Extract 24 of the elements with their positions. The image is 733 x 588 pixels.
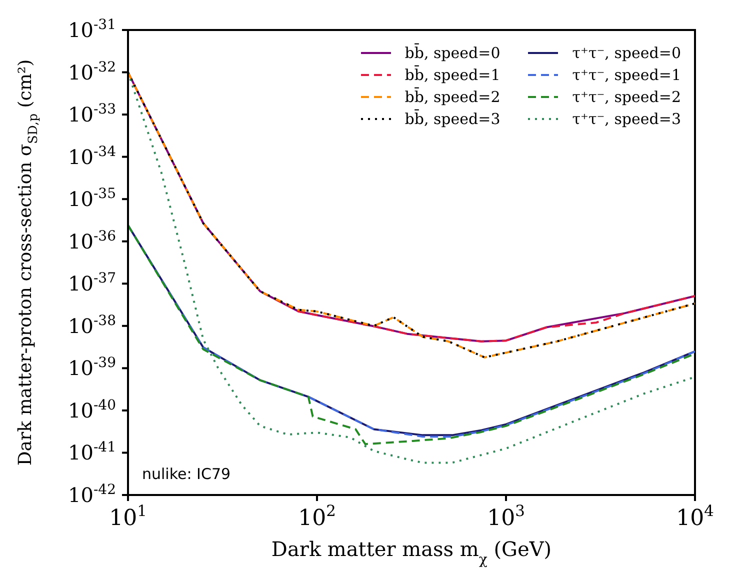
legend-label: τ⁺τ⁻, speed=1 xyxy=(572,66,681,84)
y-tick-label: 10$^{-34}$ xyxy=(68,144,116,169)
y-tick-label: 10$^{-31}$ xyxy=(68,17,116,42)
y-tick-label: 10$^{-37}$ xyxy=(68,270,116,296)
legend-label: τ⁺τ⁻, speed=3 xyxy=(572,110,681,128)
y-tick-label: 10$^{-35}$ xyxy=(68,186,116,212)
legend-label: τ⁺τ⁻, speed=0 xyxy=(572,44,681,62)
legend-label: bb̄, speed=0 xyxy=(404,44,500,62)
x-tick-label: 10$^{3}$ xyxy=(487,502,525,531)
x-tick-label: 10$^{2}$ xyxy=(298,502,336,531)
legend-label: bb̄, speed=3 xyxy=(404,110,500,128)
y-tick-label: 10$^{-32}$ xyxy=(68,59,116,84)
x-axis-title: Dark matter mass m$_{χ}$ (GeV) xyxy=(271,537,552,568)
y-tick-label: 10$^{-38}$ xyxy=(68,312,116,338)
y-tick-label: 10$^{-39}$ xyxy=(68,355,116,380)
annotation: nulike: IC79 xyxy=(142,465,231,483)
y-tick-label: 10$^{-36}$ xyxy=(68,228,116,254)
legend-label: bb̄, speed=2 xyxy=(404,88,500,106)
legend-label: τ⁺τ⁻, speed=2 xyxy=(572,88,681,106)
y-tick-label: 10$^{-33}$ xyxy=(68,102,116,127)
legend-label: bb̄, speed=1 xyxy=(404,66,500,84)
x-tick-label: 10$^{4}$ xyxy=(676,502,714,531)
y-tick-label: 10$^{-40}$ xyxy=(68,397,116,422)
y-tick-label: 10$^{-41}$ xyxy=(68,440,116,465)
